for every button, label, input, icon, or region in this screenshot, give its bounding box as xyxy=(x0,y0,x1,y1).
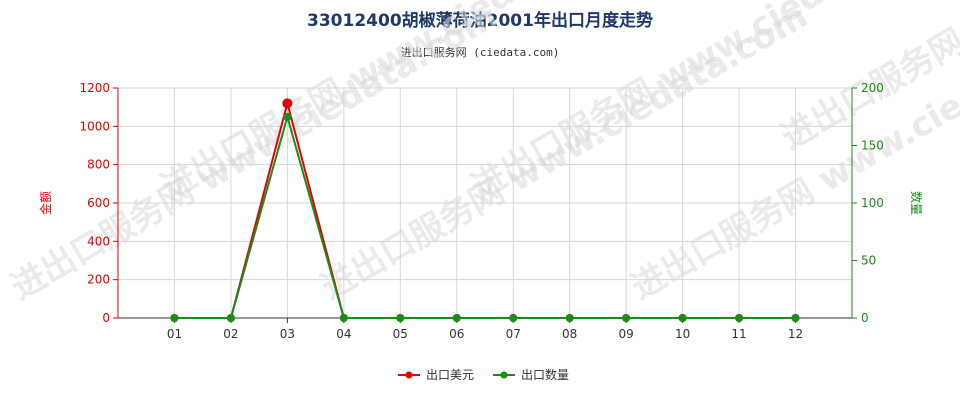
series-point-1 xyxy=(282,98,293,109)
x-tick-label: 02 xyxy=(223,327,238,341)
left-tick-label: 600 xyxy=(87,196,110,210)
right-tick-label: 50 xyxy=(861,254,876,268)
series-point-2 xyxy=(565,314,574,322)
chart-subtitle: 进出口服务网 (ciedata.com) xyxy=(400,46,560,59)
left-tick-label: 1200 xyxy=(79,81,110,95)
x-tick-label: 05 xyxy=(393,327,408,341)
right-axis-title: 数量 xyxy=(909,191,924,215)
series-point-2 xyxy=(170,314,179,322)
legend-label-2: 出口数量 xyxy=(521,367,569,382)
series-point-2 xyxy=(339,314,348,322)
legend-label-1: 出口美元 xyxy=(426,368,474,382)
x-tick-label: 01 xyxy=(167,327,182,341)
left-tick-label: 400 xyxy=(87,234,110,248)
x-tick-label: 09 xyxy=(619,327,634,341)
x-tick-label: 10 xyxy=(675,327,690,341)
legend-marker-1 xyxy=(405,371,413,379)
left-tick-label: 1000 xyxy=(79,119,110,133)
x-tick-label: 08 xyxy=(562,327,577,341)
series-point-2 xyxy=(452,314,461,322)
x-tick-label: 03 xyxy=(280,327,295,341)
right-tick-label: 100 xyxy=(861,196,884,210)
x-tick-label: 11 xyxy=(731,327,746,341)
chart-title: 33012400胡椒薄荷油2001年出口月度走势 xyxy=(307,11,653,31)
left-axis-title: 金额 xyxy=(38,191,53,215)
series-point-2 xyxy=(735,314,744,322)
right-tick-label: 0 xyxy=(861,311,869,325)
series-point-2 xyxy=(791,314,800,322)
x-tick-label: 04 xyxy=(336,327,351,341)
series-point-2 xyxy=(622,314,631,322)
left-tick-label: 800 xyxy=(87,158,110,172)
legend-marker-2 xyxy=(500,371,508,379)
x-tick-label: 12 xyxy=(788,327,803,341)
series-point-2 xyxy=(226,314,235,322)
series-line-2 xyxy=(174,113,796,319)
series-point-2 xyxy=(509,314,518,322)
x-tick-label: 06 xyxy=(449,327,464,341)
x-tick-label: 07 xyxy=(506,327,521,341)
series-point-2 xyxy=(283,112,292,121)
right-tick-label: 150 xyxy=(861,139,884,153)
series-point-2 xyxy=(678,314,687,322)
left-tick-label: 200 xyxy=(87,273,110,287)
right-tick-label: 200 xyxy=(861,81,884,95)
left-tick-label: 0 xyxy=(102,311,110,325)
series-point-2 xyxy=(396,314,405,322)
